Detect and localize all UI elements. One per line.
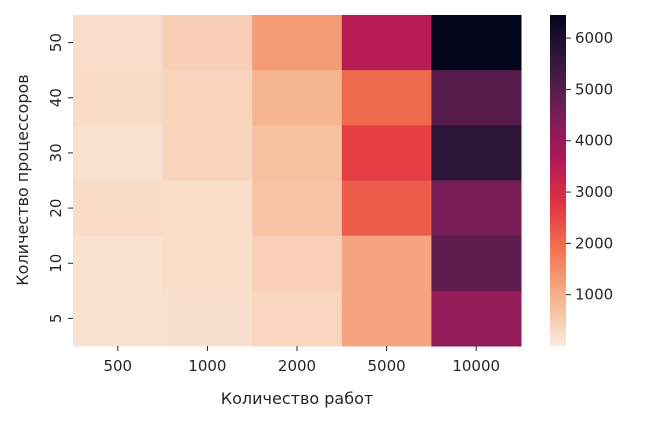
heatmap-cell [73, 15, 164, 71]
colorbar-tick-label: 6000 [575, 29, 613, 47]
colorbar-tick-label: 3000 [575, 183, 613, 201]
y-tick-label: 10 [47, 254, 65, 273]
x-tick-label: 500 [103, 357, 132, 375]
y-tick-label: 20 [47, 199, 65, 218]
colorbar-tick-label: 1000 [575, 286, 613, 304]
heatmap-cell [431, 125, 522, 181]
heatmap-cell [252, 180, 343, 237]
x-tick-label: 10000 [452, 357, 500, 375]
heatmap-cell [73, 70, 164, 126]
heatmap-cell [73, 290, 164, 347]
heatmap-cell [341, 290, 432, 347]
heatmap-cell [252, 290, 343, 347]
heatmap-cell [73, 235, 164, 292]
heatmap-cell [341, 125, 432, 181]
x-axis-label: Количество работ [221, 389, 373, 408]
heatmap-cell [162, 290, 253, 347]
heatmap-cell [252, 125, 343, 181]
heatmap-cell [73, 125, 164, 181]
x-tick-label: 1000 [188, 357, 226, 375]
heatmap-cell [431, 235, 522, 292]
heatmap-cell [431, 15, 522, 71]
y-tick-label: 50 [47, 33, 65, 52]
heatmap-cell [431, 70, 522, 126]
heatmap-cell [341, 70, 432, 126]
heatmap-cell [162, 125, 253, 181]
colorbar-ticks: 1000 2000 3000 4000 5000 6000 [566, 29, 613, 304]
heatmap-cell [252, 235, 343, 292]
heatmap-cell [341, 15, 432, 71]
x-tick-label: 2000 [278, 357, 316, 375]
heatmap-cells [73, 15, 522, 347]
x-tick-label: 5000 [368, 357, 406, 375]
heatmap-cell [341, 180, 432, 237]
y-tick-label: 5 [47, 314, 65, 324]
colorbar-tick-label: 2000 [575, 234, 613, 252]
heatmap-cell [252, 15, 343, 71]
heatmap-cell [431, 290, 522, 347]
heatmap-cell [162, 15, 253, 71]
colorbar [550, 15, 566, 346]
y-axis-ticks: 50 40 30 20 10 5 [47, 33, 73, 323]
heatmap-cell [341, 235, 432, 292]
colorbar-tick-label: 4000 [575, 132, 613, 150]
heatmap-cell [162, 70, 253, 126]
heatmap-cell [252, 70, 343, 126]
heatmap-cell [73, 180, 164, 237]
heatmap-cell [162, 180, 253, 237]
y-axis-label: Количество процессоров [13, 74, 32, 285]
heatmap-cell [162, 235, 253, 292]
y-tick-label: 40 [47, 88, 65, 107]
x-axis-ticks: 500 1000 2000 5000 10000 [103, 346, 500, 375]
heatmap-cell [431, 180, 522, 237]
colorbar-tick-label: 5000 [575, 80, 613, 98]
y-tick-label: 30 [47, 143, 65, 162]
